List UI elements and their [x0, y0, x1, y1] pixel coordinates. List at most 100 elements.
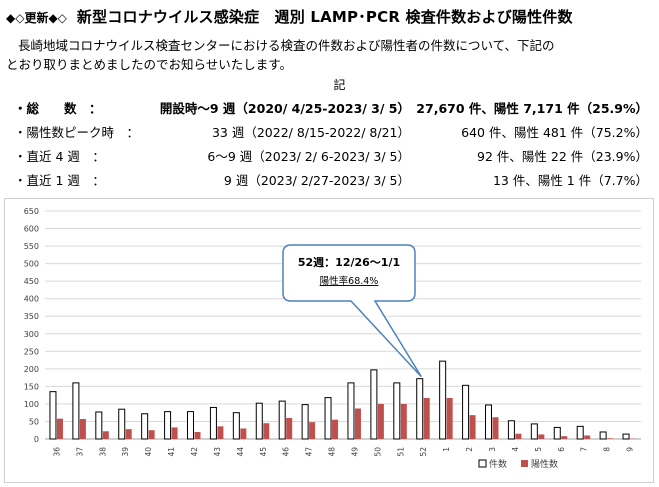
x-tick-label: 41: [167, 447, 176, 457]
bar-positives: [492, 417, 499, 439]
bar-tests: [439, 360, 447, 440]
bar-positives: [194, 431, 201, 439]
x-tick-label: 2: [465, 447, 474, 452]
bar-positives: [171, 427, 178, 439]
bar-positives: [561, 436, 568, 439]
stat-count: 13 件、陽性 1 件（7.7%）: [492, 173, 648, 188]
stat-row-peak: ・陽性数ピーク時 ： 33 週（2022/ 8/15-2022/ 8/21） 6…: [14, 121, 648, 145]
x-tick-label: 49: [350, 447, 359, 457]
x-tick-label: 46: [282, 447, 291, 457]
bar-tests: [530, 423, 538, 440]
x-tick-label: 52: [419, 447, 428, 457]
bar-positives: [446, 397, 453, 439]
x-tick-label: 43: [213, 447, 222, 457]
y-tick-label: 400: [24, 295, 39, 304]
y-tick-label: 0: [34, 435, 39, 444]
stat-label: ・陽性数ピーク時 ：: [14, 125, 140, 140]
chart-frame: 0 50 100 150 200 250 300 350 400 450 500 550 600 650 3…: [4, 198, 654, 483]
stat-period: 開設時〜9 週（2020/ 4/25-2023/ 3/ 5）: [159, 101, 410, 116]
bar-tests: [255, 402, 263, 440]
legend-swatch-positives: [521, 460, 528, 467]
callout-subtitle: 陽性率68.4%: [320, 275, 379, 287]
bar-tests: [324, 397, 332, 440]
bar-positives: [332, 419, 339, 439]
y-tick-label: 350: [24, 312, 39, 321]
y-tick-label: 450: [24, 277, 39, 286]
bar-positives: [217, 426, 224, 439]
stat-label: ・直近 4 週 ：: [14, 149, 105, 164]
bar-tests: [118, 408, 126, 440]
stat-count: 640 件、陽性 481 件（75.2%）: [461, 125, 648, 140]
intro-line-1: 長崎地域コロナウイルス検査センターにおける検査の件数および陽性者の件数について、…: [18, 38, 555, 53]
stat-period: 6〜9 週（2023/ 2/ 6-2023/ 3/ 5）: [207, 149, 410, 164]
bar-tests: [553, 426, 561, 440]
stat-period: 33 週（2022/ 8/15-2022/ 8/21）: [211, 125, 410, 140]
bar-positives: [469, 415, 476, 439]
y-tick-label: 600: [24, 225, 39, 234]
stat-row-total: ・総 数 ： 開設時〜9 週（2020/ 4/25-2023/ 3/ 5） 27…: [14, 97, 648, 121]
bar-positives: [263, 423, 270, 439]
bar-tests: [72, 382, 80, 440]
bar-tests: [576, 425, 584, 440]
stat-count: 27,670 件、陽性 7,171 件（25.9%）: [416, 101, 648, 116]
intro-line-2: とおり取りまとめましたのでお知らせいたします。: [6, 57, 293, 72]
page-title: 新型コロナウイルス感染症 週別 LAMP･PCR 検査件数および陽性件数: [76, 8, 573, 26]
callout-title: 52週：12/26〜1/1: [298, 255, 400, 269]
bar-tests: [209, 406, 217, 440]
y-tick-label: 550: [24, 242, 39, 251]
bar-positives: [125, 429, 132, 439]
x-tick-label: 3: [488, 447, 497, 452]
stat-label: ・直近 1 週 ：: [14, 173, 105, 188]
legend-label-tests: 件数: [489, 458, 507, 470]
x-tick-label: 51: [396, 447, 405, 457]
y-tick-label: 150: [24, 382, 39, 391]
bar-positives: [354, 408, 361, 439]
bar-positives: [56, 418, 63, 439]
bar-positives: [102, 431, 109, 439]
y-tick-label: 250: [24, 347, 39, 356]
x-tick-label: 40: [144, 447, 153, 457]
x-tick-label: 38: [98, 447, 107, 457]
x-tick-label: 37: [75, 447, 84, 457]
x-tick-label: 4: [511, 447, 520, 452]
x-tick-label: 48: [328, 447, 337, 457]
weekly-test-chart: 0501001502002503003504004505005506006503…: [24, 207, 641, 470]
x-tick-label: 6: [557, 447, 566, 452]
stat-row-recent-1: ・直近 1 週 ： 9 週（2023/ 2/27-2023/ 3/ 5） 13 …: [14, 169, 648, 193]
bar-tests: [416, 378, 424, 440]
stat-period: 9 週（2023/ 2/27-2023/ 3/ 5）: [223, 173, 410, 188]
bar-tests: [49, 391, 57, 440]
bar-tests: [599, 431, 607, 440]
x-tick-label: 42: [190, 447, 199, 457]
x-tick-label: 39: [121, 447, 130, 457]
update-tag: ◆◇更新◆◇: [6, 11, 67, 25]
bar-positives: [515, 433, 522, 439]
bar-positives: [400, 403, 407, 439]
bar-positives: [309, 422, 316, 439]
intro-text: 長崎地域コロナウイルス検査センターにおける検査の件数および陽性者の件数について、…: [6, 36, 656, 74]
x-tick-label: 47: [305, 447, 314, 457]
x-tick-label: 36: [52, 447, 61, 457]
bar-tests: [95, 411, 103, 440]
bar-positives: [286, 417, 293, 439]
bar-tests: [622, 433, 630, 440]
bar-tests: [507, 420, 515, 440]
y-tick-label: 100: [24, 400, 39, 409]
bar-positives: [79, 419, 86, 439]
bar-tests: [393, 382, 401, 440]
bar-positives: [423, 397, 430, 439]
y-tick-label: 50: [29, 417, 39, 426]
bar-tests: [164, 411, 172, 440]
bar-positives: [240, 428, 247, 439]
x-tick-label: 9: [626, 447, 635, 452]
x-tick-label: 8: [603, 447, 612, 452]
bar-tests: [485, 404, 492, 440]
y-tick-label: 300: [24, 330, 39, 339]
stat-row-recent-4: ・直近 4 週 ： 6〜9 週（2023/ 2/ 6-2023/ 3/ 5） 9…: [14, 145, 648, 169]
y-tick-label: 500: [24, 260, 39, 269]
stat-label: ・総 数 ：: [14, 101, 102, 116]
x-tick-label: 7: [580, 447, 589, 452]
legend-swatch-tests: [478, 459, 487, 468]
ki-heading: 記: [333, 78, 346, 92]
legend-label-positives: 陽性数: [531, 458, 558, 470]
